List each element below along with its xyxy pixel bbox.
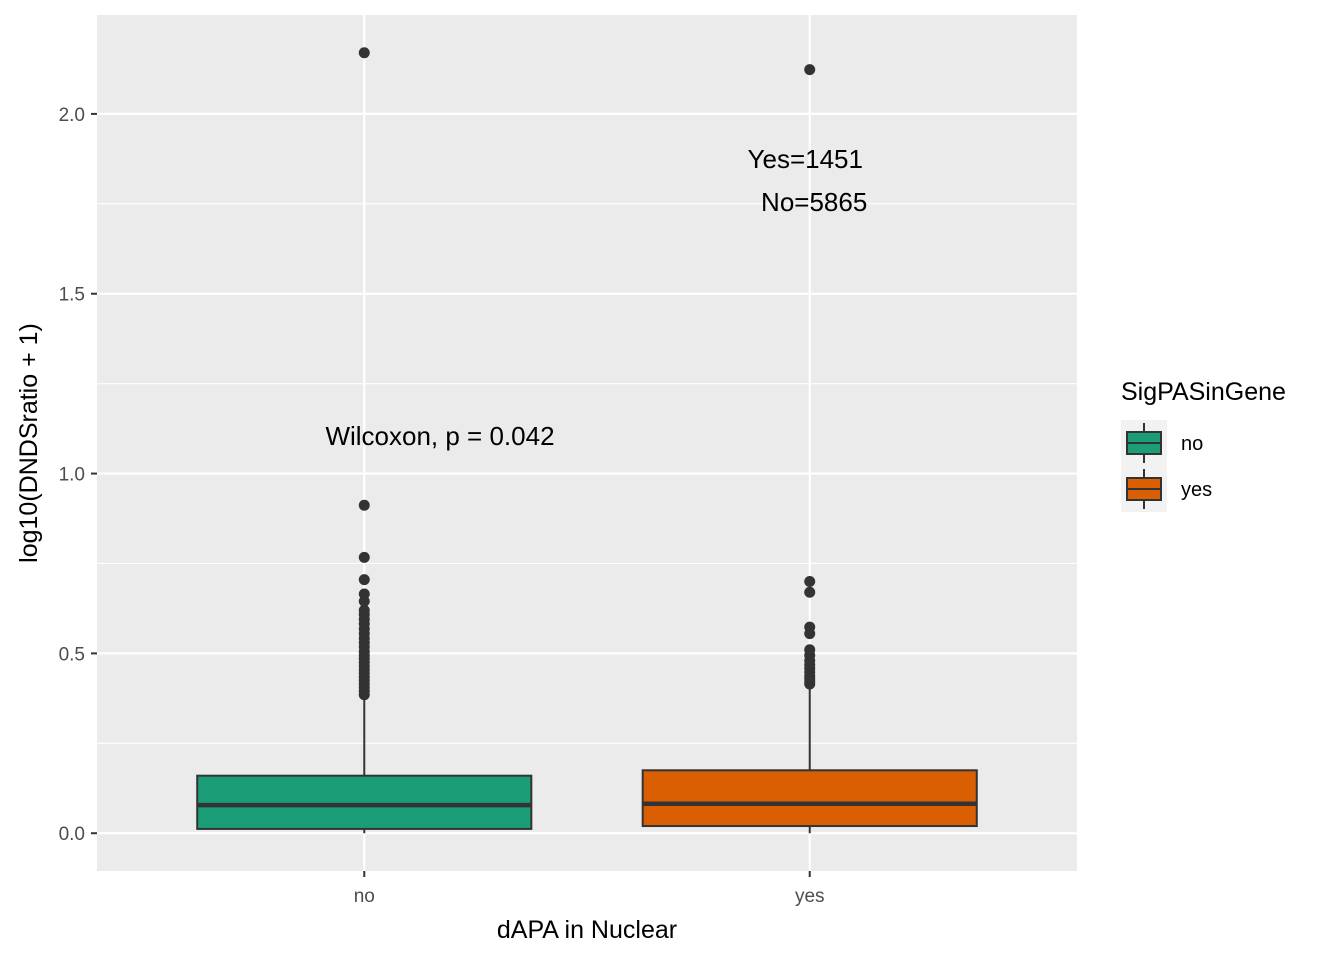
outlier-point (358, 47, 370, 59)
plot-panel (97, 15, 1077, 871)
outlier-point (358, 689, 370, 701)
annotation-yes-count: Yes=1451 (748, 144, 863, 174)
x-axis-title: dAPA in Nuclear (497, 916, 677, 944)
outlier-point (804, 575, 816, 587)
annotation-no-count: No=5865 (761, 187, 867, 217)
box-no (196, 698, 533, 834)
annotations: Wilcoxon, p = 0.042 Yes=1451 No=5865 (325, 144, 867, 451)
box-body (641, 769, 978, 828)
y-axis: 0.0 0.5 1.0 1.5 2.0 (59, 105, 97, 845)
x-tick-label: no (354, 886, 375, 907)
outlier-point (358, 499, 370, 511)
minor-gridlines (97, 203, 1077, 744)
legend-key-no (1121, 420, 1167, 466)
x-tick-label: yes (795, 886, 825, 907)
outlier-point (804, 628, 816, 640)
outlier-point (358, 595, 370, 607)
y-tick-label: 0.0 (59, 824, 85, 845)
y-axis-title: log10(DNDSratio + 1) (15, 323, 43, 563)
boxplots (196, 685, 978, 834)
box-body (196, 774, 533, 830)
legend-key-yes (1121, 466, 1167, 512)
y-tick-label: 2.0 (59, 105, 85, 126)
outlier-point (358, 551, 370, 563)
outlier-point (804, 678, 816, 690)
box-yes (641, 685, 978, 834)
x-axis: no yes (354, 871, 825, 907)
legend-label: yes (1181, 479, 1212, 501)
legend-title: SigPASinGene (1121, 378, 1286, 406)
y-tick-label: 1.0 (59, 465, 85, 486)
outlier-point (804, 586, 816, 598)
legend: SigPASinGene no yes (1121, 378, 1286, 512)
outlier-point (804, 64, 816, 76)
outlier-point (358, 574, 370, 586)
outlier-points (358, 47, 816, 701)
annotation-wilcoxon: Wilcoxon, p = 0.042 (325, 421, 554, 451)
y-tick-label: 0.5 (59, 644, 85, 665)
y-tick-label: 1.5 (59, 285, 85, 306)
legend-label: no (1181, 433, 1203, 455)
